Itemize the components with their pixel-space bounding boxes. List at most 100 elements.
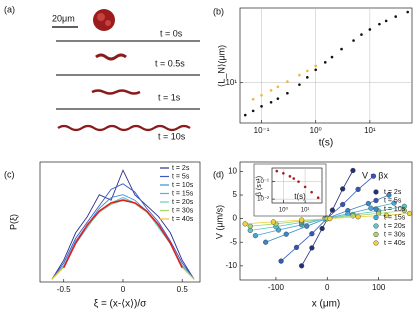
x-tick-label: 100 <box>372 283 386 292</box>
point <box>319 225 325 232</box>
x-axis-label: ξ = (x-⟨x⟩)/σ <box>94 299 147 310</box>
point <box>378 22 381 26</box>
point <box>251 109 255 113</box>
cluster <box>93 9 115 31</box>
legend-label: t = 10s <box>172 182 194 189</box>
x-tick-label: 10⁻¹ <box>254 126 270 135</box>
time-label: t = 0.5s <box>155 58 185 68</box>
legend-swatch <box>373 206 379 212</box>
point <box>360 33 363 36</box>
y-tick-label: 5 <box>233 190 238 199</box>
point <box>391 200 397 206</box>
y-tick-label: 0 <box>233 214 238 223</box>
point <box>275 169 279 173</box>
point <box>288 175 292 178</box>
y-tick-label: 10 <box>228 167 237 176</box>
y-axis-label: V (μm/s) <box>214 205 224 239</box>
point <box>355 214 361 220</box>
point <box>309 245 315 251</box>
legend-label: t = 15s <box>384 214 406 221</box>
legend-label: t = 20s <box>384 223 406 230</box>
point <box>298 83 301 86</box>
legend-label: t = 2s <box>384 189 402 196</box>
legend-label: t = 30s <box>384 231 406 238</box>
point <box>394 15 397 18</box>
point <box>269 101 273 104</box>
legend-label: t = 20s <box>172 199 194 206</box>
point <box>330 55 334 59</box>
plot-frame <box>271 167 323 204</box>
y-tick-label: -10 <box>225 261 237 270</box>
x-tick-label: 0.5 <box>177 285 189 294</box>
plot-frame <box>239 161 413 281</box>
point <box>286 80 289 83</box>
x-axis-label: x (μm) <box>312 299 341 310</box>
panel-label: (b) <box>213 6 224 16</box>
point <box>260 105 263 108</box>
legend-label: t = 2s <box>172 165 190 172</box>
point <box>314 64 318 68</box>
point <box>401 208 407 214</box>
point <box>303 185 307 189</box>
legend-label: t = 5s <box>172 173 190 180</box>
panel-label: (d) <box>213 169 224 179</box>
legend-label: t = 40s <box>384 240 406 247</box>
legend-swatch <box>373 189 379 195</box>
point <box>282 171 285 175</box>
inset-background <box>253 163 327 217</box>
point <box>340 47 343 51</box>
panel-label: (c) <box>4 169 15 179</box>
x-tick-label: 10¹ <box>301 208 310 214</box>
legend-label: t = 10s <box>384 206 406 213</box>
panel-a: (a) 20μm t = 0s t = 0.5s t = 1s t = 10s <box>4 4 200 141</box>
point <box>299 217 305 223</box>
plot-frame <box>39 161 201 283</box>
point <box>316 196 320 200</box>
time-label: t = 0s <box>160 28 183 38</box>
y-axis-label: P(ξ) <box>8 214 18 230</box>
chain <box>91 89 141 95</box>
point <box>406 10 410 14</box>
legend-label: t = 15s <box>172 190 194 197</box>
legend-label: t = 40s <box>172 216 194 223</box>
point <box>368 28 372 31</box>
point <box>355 186 361 192</box>
point <box>352 39 355 42</box>
cluster-detail <box>105 20 111 26</box>
point <box>306 69 309 73</box>
series-line <box>51 169 195 280</box>
point <box>263 239 269 245</box>
y-tick-label: -5 <box>230 237 238 246</box>
point <box>252 233 259 239</box>
point <box>386 192 392 198</box>
scale-bar-label: 20μm <box>52 13 75 23</box>
legend-swatch <box>373 240 379 246</box>
point <box>243 113 247 117</box>
chain <box>95 53 127 61</box>
point <box>247 223 253 229</box>
point <box>306 76 309 79</box>
point <box>276 97 280 100</box>
time-label: t = 1s <box>158 92 181 102</box>
point <box>365 200 371 207</box>
point <box>310 190 313 194</box>
point <box>383 212 389 218</box>
legend-swatch <box>373 197 379 204</box>
legend-swatch <box>373 223 379 229</box>
point <box>269 89 273 92</box>
series-line <box>62 199 183 269</box>
point <box>304 223 310 229</box>
point <box>242 221 248 227</box>
x-tick-label: -0.5 <box>57 285 71 294</box>
y-axis-label: β (s⁻¹) <box>256 176 263 196</box>
point <box>384 19 388 23</box>
point <box>329 207 336 213</box>
point <box>293 244 300 251</box>
plot-frame <box>239 7 413 124</box>
x-axis-label: t(s) <box>319 138 333 149</box>
cluster-detail <box>97 13 105 21</box>
point <box>350 167 356 174</box>
point <box>327 216 333 222</box>
point <box>309 231 315 237</box>
